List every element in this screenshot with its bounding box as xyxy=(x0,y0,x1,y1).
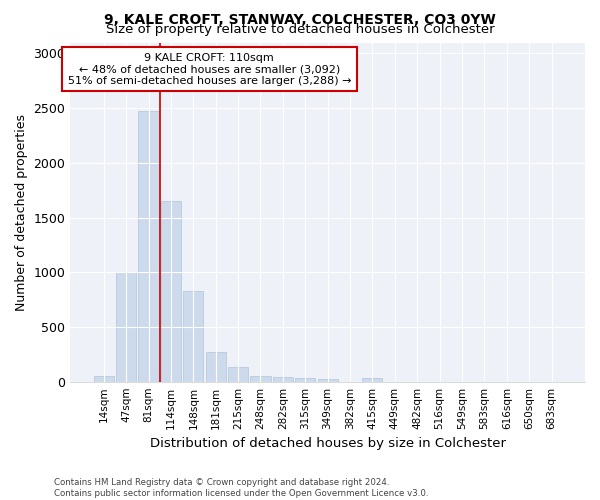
Text: Contains HM Land Registry data © Crown copyright and database right 2024.
Contai: Contains HM Land Registry data © Crown c… xyxy=(54,478,428,498)
Bar xyxy=(273,377,293,382)
Text: Size of property relative to detached houses in Colchester: Size of property relative to detached ho… xyxy=(106,22,494,36)
X-axis label: Distribution of detached houses by size in Colchester: Distribution of detached houses by size … xyxy=(149,437,506,450)
Bar xyxy=(94,376,114,382)
Bar xyxy=(161,201,181,382)
Y-axis label: Number of detached properties: Number of detached properties xyxy=(15,114,28,310)
Bar xyxy=(206,352,226,382)
Bar xyxy=(139,112,158,382)
Bar xyxy=(116,272,136,382)
Bar xyxy=(295,378,316,382)
Text: 9, KALE CROFT, STANWAY, COLCHESTER, CO3 0YW: 9, KALE CROFT, STANWAY, COLCHESTER, CO3 … xyxy=(104,12,496,26)
Bar xyxy=(317,380,338,382)
Text: 9 KALE CROFT: 110sqm
← 48% of detached houses are smaller (3,092)
51% of semi-de: 9 KALE CROFT: 110sqm ← 48% of detached h… xyxy=(68,52,351,86)
Bar xyxy=(250,376,271,382)
Bar xyxy=(228,368,248,382)
Bar xyxy=(362,378,382,382)
Bar xyxy=(183,291,203,382)
